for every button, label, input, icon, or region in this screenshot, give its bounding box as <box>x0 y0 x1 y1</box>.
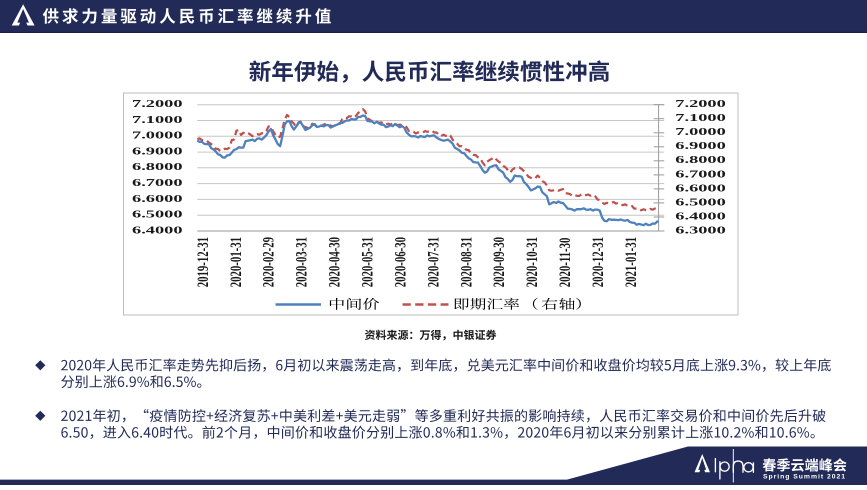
svg-text:6.3000: 6.3000 <box>675 225 725 236</box>
svg-text:6.7000: 6.7000 <box>675 169 725 180</box>
svg-text:6.9000: 6.9000 <box>675 141 725 152</box>
svg-text:2020-08-31: 2020-08-31 <box>457 237 475 287</box>
svg-text:2020-09-30: 2020-09-30 <box>490 237 508 287</box>
svg-text:6.5000: 6.5000 <box>132 209 182 220</box>
svg-text:7.0000: 7.0000 <box>675 127 725 138</box>
svg-text:2020-05-31: 2020-05-31 <box>358 237 376 287</box>
svg-text:2020-11-30: 2020-11-30 <box>556 237 574 287</box>
svg-text:6.6000: 6.6000 <box>132 194 182 205</box>
svg-text:7.1000: 7.1000 <box>675 113 725 124</box>
svg-text:2020-01-31: 2020-01-31 <box>227 237 245 287</box>
svg-text:2021-01-31: 2021-01-31 <box>622 237 640 287</box>
svg-text:2020-03-31: 2020-03-31 <box>293 237 311 287</box>
svg-text:2020-04-30: 2020-04-30 <box>325 237 343 287</box>
svg-text:7.2000: 7.2000 <box>132 99 182 110</box>
svg-text:2020-12-31: 2020-12-31 <box>589 237 607 287</box>
svg-text:7.2000: 7.2000 <box>675 99 725 110</box>
svg-text:6.4000: 6.4000 <box>132 225 182 236</box>
svg-text:6.6000: 6.6000 <box>675 183 725 194</box>
svg-text:6.8000: 6.8000 <box>132 162 182 173</box>
svg-text:6.8000: 6.8000 <box>675 155 725 166</box>
svg-text:6.5000: 6.5000 <box>675 197 725 208</box>
svg-text:6.7000: 6.7000 <box>132 178 182 189</box>
svg-text:2020-02-29: 2020-02-29 <box>260 237 278 287</box>
svg-text:2020-06-30: 2020-06-30 <box>391 237 409 287</box>
svg-text:6.4000: 6.4000 <box>675 211 725 222</box>
svg-text:2019-12-31: 2019-12-31 <box>194 237 212 287</box>
svg-text:2020-10-31: 2020-10-31 <box>523 237 541 287</box>
svg-text:7.0000: 7.0000 <box>132 130 182 141</box>
svg-text:7.1000: 7.1000 <box>132 115 182 126</box>
svg-text:2020-07-31: 2020-07-31 <box>424 237 442 287</box>
svg-text:6.9000: 6.9000 <box>132 146 182 157</box>
svg-text:Spring Summit 2021: Spring Summit 2021 <box>763 474 845 481</box>
